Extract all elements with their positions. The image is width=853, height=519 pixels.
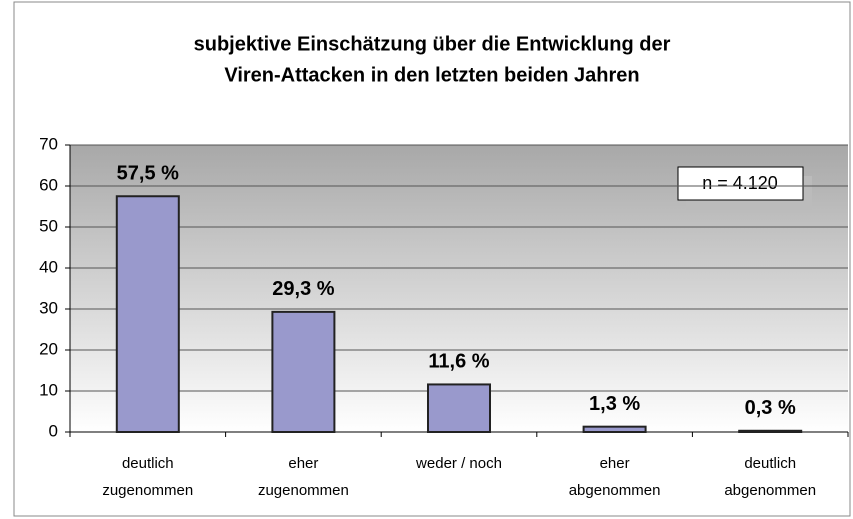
chart-title: subjektive Einschätzung über die Entwick… — [194, 33, 671, 55]
y-tick-label: 60 — [39, 175, 58, 194]
bar — [427, 383, 491, 434]
x-tick-label: zugenommen — [258, 482, 349, 499]
bar — [738, 429, 803, 433]
y-tick-label: 10 — [39, 380, 58, 399]
bar — [582, 425, 647, 434]
y-tick-label: 50 — [39, 216, 58, 235]
y-tick-label: 30 — [39, 298, 58, 317]
y-tick-label: 70 — [39, 134, 58, 153]
value-label: 29,3 % — [272, 278, 334, 300]
value-label: 11,6 % — [428, 351, 489, 373]
y-tick-label: 0 — [49, 421, 58, 440]
value-label: 57,5 % — [117, 163, 179, 185]
x-tick-label: eher — [288, 455, 318, 472]
x-tick-label: deutlich — [744, 455, 796, 472]
bar — [115, 195, 180, 433]
y-tick-label: 40 — [39, 257, 58, 276]
annotation-box — [677, 166, 804, 201]
y-tick-label: 20 — [39, 339, 58, 358]
chart-title: Viren-Attacken in den letzten beiden Jah… — [224, 64, 639, 86]
x-tick-label: zugenommen — [102, 482, 193, 499]
value-label: 0,3 % — [745, 397, 796, 419]
x-tick-label: abgenommen — [724, 482, 816, 499]
x-tick-label: deutlich — [122, 455, 174, 472]
x-tick-label: abgenommen — [569, 482, 661, 499]
bar — [271, 310, 336, 433]
x-tick-label: eher — [600, 455, 630, 472]
annotation: n = 4.120 — [702, 173, 778, 193]
value-label: 1,3 % — [589, 393, 640, 415]
x-tick-label: weder / noch — [415, 455, 502, 472]
